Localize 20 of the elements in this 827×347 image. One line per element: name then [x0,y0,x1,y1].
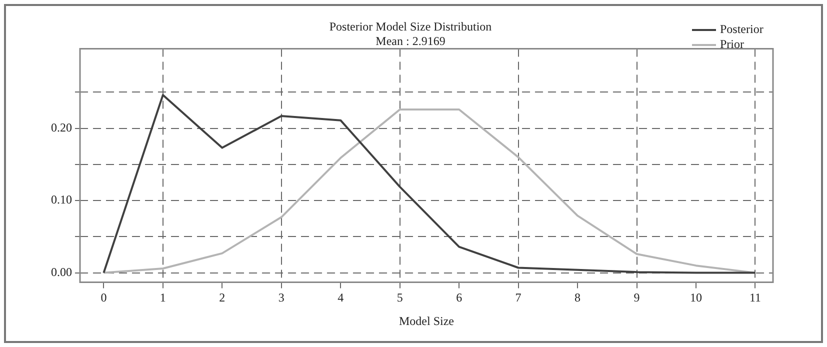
x-tick-label: 3 [278,290,284,305]
x-tick-label: 6 [456,290,462,305]
x-axis-title: Model Size [399,314,454,328]
x-tick-label: 1 [160,290,166,305]
x-tick-label: 5 [396,290,403,305]
x-tick-label: 0 [100,290,107,305]
chart-title: Posterior Model Size Distribution [329,19,492,34]
x-tick-label: 10 [690,290,702,305]
y-tick-label: 0.20 [51,120,72,134]
chart-subtitle: Mean : 2.9169 [376,34,446,48]
legend-label: Prior [720,37,744,52]
y-tick-label: 0.10 [51,192,72,207]
x-tick-label: 2 [219,290,226,305]
x-tick-label: 4 [338,290,344,305]
x-tick-label: 11 [749,290,762,305]
y-tick-label: 0.00 [51,264,72,279]
x-tick-label: 9 [634,290,640,305]
x-tick-label: 7 [515,290,522,305]
x-tick-label: 8 [574,290,581,305]
legend-label: Posterior [720,22,764,37]
